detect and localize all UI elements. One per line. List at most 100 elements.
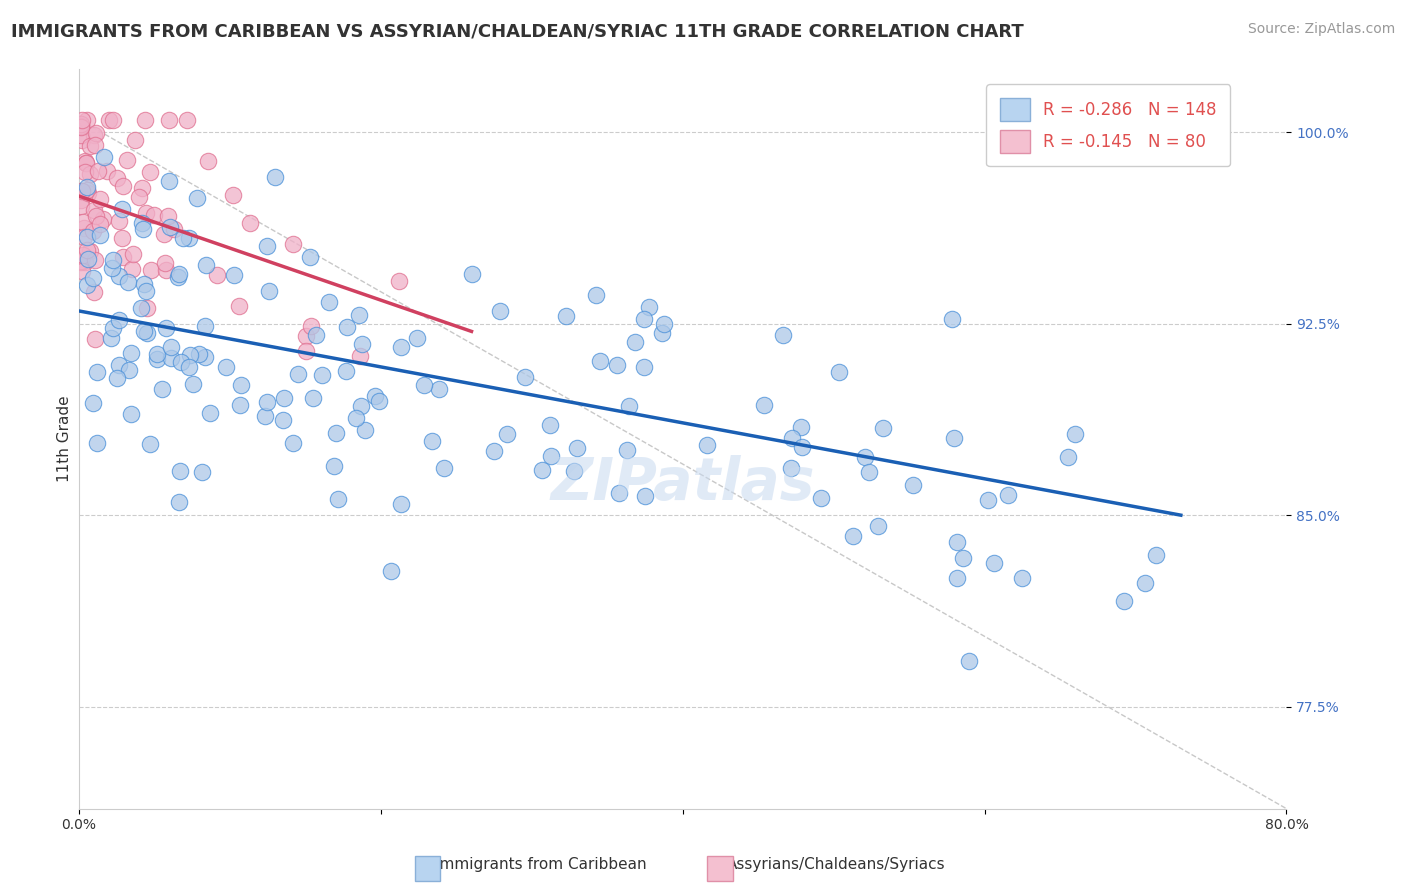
Point: [166, 270, 188, 285]
Point: [215, 359, 238, 374]
Point: [353, 424, 375, 438]
Point: [157, 173, 180, 187]
Point: [131, 181, 153, 195]
Point: [124, 133, 146, 147]
Point: [69, 120, 91, 134]
Point: [188, 347, 211, 361]
Point: [83, 202, 105, 217]
Point: [75, 155, 97, 169]
Point: [364, 389, 387, 403]
Y-axis label: 11th Grade: 11th Grade: [58, 395, 72, 482]
Point: [752, 398, 775, 412]
Point: [607, 486, 630, 500]
Point: [177, 231, 200, 245]
Point: [554, 310, 576, 324]
Point: [84, 209, 107, 223]
Point: [350, 399, 373, 413]
Point: [489, 303, 512, 318]
Point: [89, 217, 111, 231]
Point: [779, 461, 801, 475]
Point: [172, 230, 194, 244]
Point: [132, 221, 155, 235]
Point: [194, 351, 217, 365]
Point: [941, 311, 963, 326]
Point: [349, 349, 371, 363]
Point: [69, 254, 91, 268]
Point: [101, 261, 124, 276]
Point: [117, 275, 139, 289]
Point: [350, 337, 373, 351]
Point: [108, 213, 131, 227]
Point: [780, 431, 803, 445]
Point: [169, 464, 191, 478]
Point: [79, 167, 101, 181]
Point: [866, 518, 889, 533]
Point: [134, 112, 156, 127]
Point: [82, 396, 104, 410]
Text: Immigrants from Caribbean: Immigrants from Caribbean: [436, 857, 647, 872]
Point: [433, 461, 456, 475]
Point: [589, 354, 612, 368]
Point: [121, 262, 143, 277]
Point: [155, 262, 177, 277]
Point: [228, 299, 250, 313]
Point: [540, 449, 562, 463]
Point: [69, 184, 91, 198]
Point: [283, 237, 305, 252]
Point: [349, 308, 371, 322]
Point: [76, 112, 98, 127]
Point: [842, 529, 865, 543]
Point: [389, 340, 412, 354]
Point: [117, 363, 139, 377]
Point: [810, 491, 832, 505]
Point: [157, 209, 180, 223]
Point: [160, 351, 183, 365]
Point: [70, 112, 93, 127]
Point: [231, 377, 253, 392]
Point: [105, 370, 128, 384]
Point: [72, 215, 94, 229]
Point: [652, 318, 675, 332]
Point: [83, 332, 105, 346]
Point: [76, 186, 98, 200]
Point: [585, 288, 607, 302]
Point: [224, 268, 246, 283]
Point: [129, 301, 152, 315]
Point: [87, 164, 110, 178]
Point: [943, 431, 966, 445]
Point: [96, 164, 118, 178]
Point: [117, 153, 139, 167]
Point: [853, 450, 876, 464]
Point: [562, 464, 585, 478]
Point: [167, 495, 190, 509]
Point: [153, 227, 176, 241]
Point: [179, 348, 201, 362]
Point: [75, 153, 97, 168]
Point: [191, 465, 214, 479]
Point: [651, 326, 673, 340]
Point: [132, 277, 155, 291]
Point: [405, 331, 427, 345]
Point: [264, 169, 287, 184]
Point: [623, 334, 645, 349]
Point: [302, 392, 325, 406]
Point: [633, 359, 655, 374]
Point: [389, 497, 412, 511]
Point: [790, 419, 813, 434]
Point: [461, 267, 484, 281]
Point: [271, 413, 294, 427]
Point: [181, 377, 204, 392]
Point: [368, 393, 391, 408]
Point: [111, 179, 134, 194]
Point: [325, 426, 347, 441]
Point: [108, 312, 131, 326]
Point: [205, 268, 228, 283]
Point: [567, 441, 589, 455]
Point: [70, 263, 93, 277]
Point: [141, 263, 163, 277]
Point: [86, 435, 108, 450]
Point: [696, 438, 718, 452]
Point: [1144, 548, 1167, 562]
Point: [495, 426, 517, 441]
Point: [135, 284, 157, 298]
